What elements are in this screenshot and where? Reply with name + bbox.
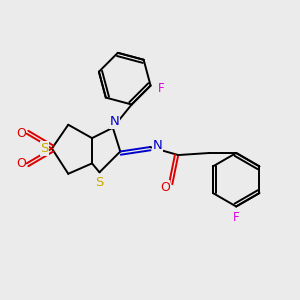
Text: N: N [110,115,119,128]
Text: O: O [160,181,170,194]
Text: N: N [153,139,162,152]
Text: S: S [40,142,49,155]
Text: F: F [233,211,239,224]
Text: O: O [16,127,26,140]
Text: F: F [158,82,164,95]
Text: O: O [16,157,26,170]
Text: S: S [95,176,104,189]
